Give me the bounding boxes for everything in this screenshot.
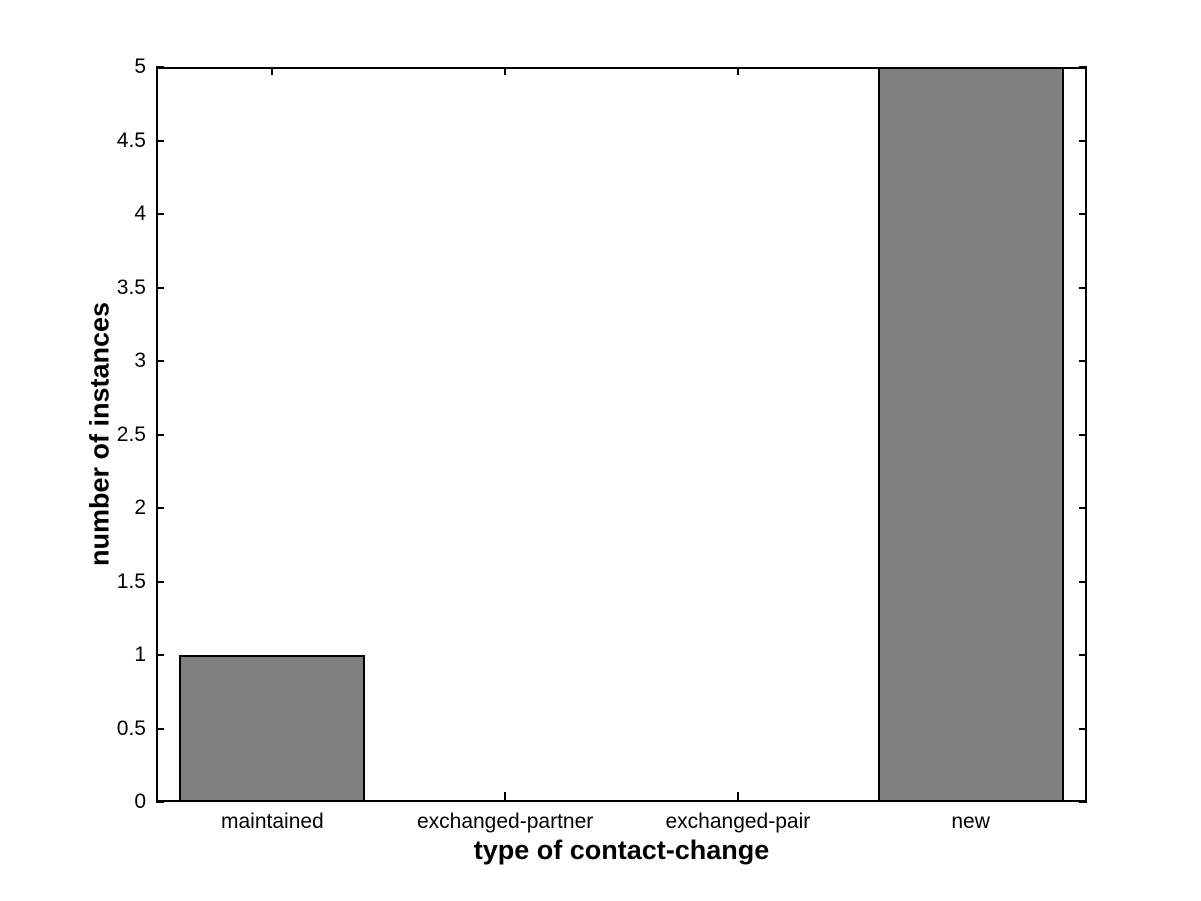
y-tick-mark-left xyxy=(156,801,164,803)
y-tick-mark-left xyxy=(156,433,164,436)
y-axis-tick-label: 2.5 xyxy=(116,422,146,446)
y-tick-mark-right xyxy=(1079,801,1087,803)
y-tick-mark-right xyxy=(1079,580,1087,583)
x-tick-mark-top xyxy=(736,67,739,75)
y-tick-mark-left xyxy=(156,654,164,656)
y-tick-mark-left xyxy=(156,139,164,142)
y-tick-mark-left xyxy=(156,66,164,68)
y-tick-mark-left xyxy=(156,213,164,215)
y-tick-mark-right xyxy=(1079,727,1087,730)
y-axis-tick-label: 1 xyxy=(134,643,146,666)
y-tick-mark-right xyxy=(1079,139,1087,142)
y-axis-tick-label: 4 xyxy=(134,202,146,225)
x-axis-tick-label: exchanged-pair xyxy=(665,810,811,833)
x-axis-title: type of contact-change xyxy=(473,835,770,865)
y-tick-mark-right xyxy=(1079,433,1087,436)
y-axis-tick-label: 0.5 xyxy=(116,716,146,740)
y-tick-mark-left xyxy=(156,286,164,289)
x-tick-mark-bottom xyxy=(736,792,739,800)
y-tick-mark-right xyxy=(1079,654,1087,656)
bar-maintained xyxy=(179,655,366,802)
y-tick-mark-right xyxy=(1079,213,1087,215)
y-axis-tick-label: 3 xyxy=(134,349,146,372)
y-axis-tick-label: 3.5 xyxy=(116,275,146,299)
y-axis-tick-label: 1.5 xyxy=(116,569,146,593)
y-tick-mark-left xyxy=(156,580,164,583)
x-tick-mark-top xyxy=(504,67,507,75)
y-tick-mark-right xyxy=(1079,66,1087,68)
x-axis-tick-label: exchanged-partner xyxy=(416,810,594,833)
x-axis-tick-label: maintained xyxy=(221,810,324,833)
y-tick-mark-left xyxy=(156,360,164,362)
y-tick-mark-left xyxy=(156,507,164,509)
y-axis-tick-label: 5 xyxy=(134,55,146,78)
bar-new xyxy=(877,67,1064,802)
y-axis-tick-label: 2 xyxy=(134,496,146,519)
y-tick-mark-right xyxy=(1079,507,1087,509)
y-tick-mark-left xyxy=(156,727,164,730)
x-axis-tick-label: new xyxy=(951,810,990,833)
x-tick-mark-top xyxy=(271,67,274,75)
y-axis-tick-label: 4.5 xyxy=(116,128,146,152)
y-tick-mark-right xyxy=(1079,360,1087,362)
y-tick-mark-right xyxy=(1079,286,1087,289)
x-tick-mark-bottom xyxy=(504,792,507,800)
y-axis-tick-label: 0 xyxy=(134,790,146,813)
